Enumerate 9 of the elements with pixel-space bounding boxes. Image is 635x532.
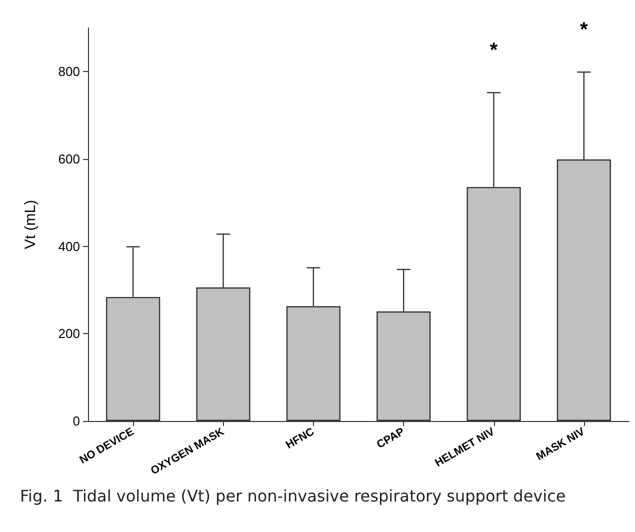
y-tick-label: 200 [58,326,80,342]
y-tick-label: 800 [58,64,80,80]
y-tick-label: 0 [72,414,80,428]
y-tick-label: 400 [58,238,80,254]
annotation: * [580,19,588,42]
annotation: * [490,40,498,62]
caption: Fig. 1 Tidal volume (Vt) per non-invasive respiratory support device [20,486,566,506]
y-axis-title: Vt (mL) [22,200,39,250]
y-tick-label: 600 [58,152,80,166]
